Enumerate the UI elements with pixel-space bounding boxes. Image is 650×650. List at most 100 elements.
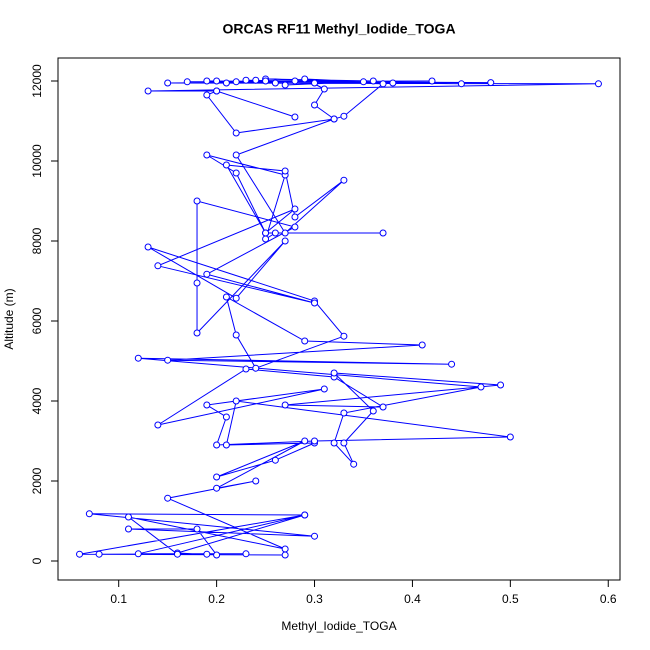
data-point xyxy=(203,77,211,85)
data-point xyxy=(330,115,338,123)
data-point xyxy=(193,279,201,287)
data-point xyxy=(497,381,505,389)
data-point xyxy=(134,550,142,558)
x-tick-label: 0.6 xyxy=(600,592,617,606)
data-point xyxy=(193,329,201,337)
data-point xyxy=(193,197,201,205)
data-point xyxy=(232,129,240,137)
data-point xyxy=(320,385,328,393)
data-point xyxy=(330,369,338,377)
data-point xyxy=(203,401,211,409)
data-point xyxy=(213,77,221,85)
data-point xyxy=(301,337,309,345)
data-point xyxy=(477,383,485,391)
data-point xyxy=(232,78,240,86)
data-point xyxy=(389,79,397,87)
data-point xyxy=(183,78,191,86)
data-point xyxy=(262,77,270,85)
data-point xyxy=(369,407,377,415)
data-point xyxy=(320,85,328,93)
data-point xyxy=(301,511,309,519)
y-tick-label: 0 xyxy=(30,557,44,564)
data-point xyxy=(340,332,348,340)
data-point xyxy=(281,229,289,237)
data-point xyxy=(457,80,465,88)
data-point xyxy=(271,456,279,464)
x-tick-label: 0.5 xyxy=(502,592,519,606)
data-point xyxy=(252,477,260,485)
x-tick-label: 0.3 xyxy=(306,592,323,606)
data-point xyxy=(379,80,387,88)
data-point xyxy=(281,237,289,245)
x-tick-label: 0.2 xyxy=(208,592,225,606)
data-point xyxy=(222,79,230,87)
data-point xyxy=(301,75,309,83)
data-point xyxy=(76,550,84,558)
data-point xyxy=(291,77,299,85)
data-point xyxy=(262,235,270,243)
data-point xyxy=(271,79,279,87)
data-line xyxy=(79,78,599,556)
data-point xyxy=(193,525,201,533)
data-point xyxy=(242,550,250,558)
data-point xyxy=(330,439,338,447)
data-point xyxy=(232,397,240,405)
data-point xyxy=(203,270,211,278)
data-point xyxy=(594,80,602,88)
data-point xyxy=(213,484,221,492)
data-point xyxy=(242,76,250,84)
data-point xyxy=(173,550,181,558)
data-point xyxy=(134,354,142,362)
data-point xyxy=(340,112,348,120)
data-point xyxy=(311,437,319,445)
data-point xyxy=(213,551,221,559)
data-point xyxy=(124,525,132,533)
y-axis-label: Altitude (m) xyxy=(2,288,16,349)
data-point xyxy=(164,79,172,87)
data-point xyxy=(262,229,270,237)
data-point xyxy=(379,403,387,411)
data-point xyxy=(213,441,221,449)
data-point xyxy=(379,229,387,237)
data-point xyxy=(232,151,240,159)
data-point xyxy=(154,262,162,270)
data-point xyxy=(144,243,152,251)
data-point xyxy=(301,437,309,445)
data-point xyxy=(418,341,426,349)
data-point xyxy=(291,213,299,221)
x-tick-label: 0.4 xyxy=(404,592,421,606)
data-point xyxy=(428,77,436,85)
y-tick-label: 10000 xyxy=(30,144,44,178)
data-point xyxy=(203,151,211,159)
data-point xyxy=(340,409,348,417)
chart-title: ORCAS RF11 Methyl_Iodide_TOGA xyxy=(222,21,455,37)
data-point xyxy=(448,360,456,368)
data-point xyxy=(291,223,299,231)
data-point xyxy=(506,433,514,441)
data-point xyxy=(232,169,240,177)
data-point xyxy=(281,81,289,89)
x-axis-label: Methyl_Iodide_TOGA xyxy=(281,619,396,633)
data-point xyxy=(222,293,230,301)
data-point xyxy=(340,176,348,184)
data-point xyxy=(487,79,495,87)
data-point xyxy=(311,79,319,87)
data-point xyxy=(311,101,319,109)
y-tick-label: 12000 xyxy=(30,64,44,98)
data-point xyxy=(124,513,132,521)
data-point xyxy=(242,365,250,373)
data-point xyxy=(291,113,299,121)
data-point xyxy=(232,294,240,302)
data-point xyxy=(369,77,377,85)
data-point xyxy=(222,161,230,169)
data-point xyxy=(271,229,279,237)
data-point xyxy=(213,473,221,481)
data-point xyxy=(232,331,240,339)
y-tick-label: 2000 xyxy=(30,467,44,494)
y-tick-label: 8000 xyxy=(30,227,44,254)
data-point xyxy=(311,532,319,540)
data-point xyxy=(281,167,289,175)
x-tick-label: 0.1 xyxy=(110,592,127,606)
